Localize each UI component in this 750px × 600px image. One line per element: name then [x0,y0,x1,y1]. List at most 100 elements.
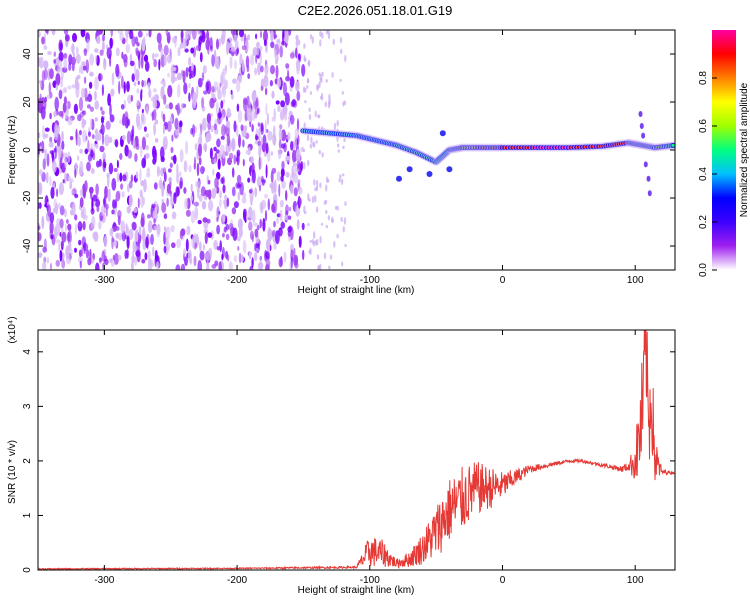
noise-blob [143,126,147,132]
noise-blob [132,240,137,253]
noise-blob [260,65,264,73]
noise-blob [51,150,54,160]
noise-blob [64,157,67,169]
noise-blob [42,261,47,270]
noise-blob [183,187,187,194]
noise-blob [265,264,270,270]
noise-blob [122,113,126,126]
noise-blob [213,239,218,250]
noise-blob [225,233,230,241]
snr-frame [37,329,676,571]
noise-blob [306,134,310,142]
noise-blob [188,57,192,66]
noise-blob [79,160,84,175]
noise-blob [38,56,41,67]
noise-blob [242,240,247,254]
noise-blob [308,250,311,254]
noise-blob [243,129,247,137]
noise-blob [194,242,197,249]
noise-blob [265,142,269,154]
noise-blob [272,133,277,146]
noise-blob [64,208,67,218]
colorbar-tick-label: 0.6 [698,119,709,133]
noise-blob [135,113,141,127]
noise-blob [255,33,258,40]
noise-blob [321,32,324,39]
noise-blob [190,210,195,224]
noise-blob [206,30,210,41]
noise-blob [131,73,135,83]
noise-blob [87,93,93,103]
noise-blob [137,80,140,85]
noise-blob [94,199,101,208]
noise-blob [323,200,327,205]
noise-blob [126,80,130,93]
noise-blob [147,82,151,90]
noise-blob [186,225,191,236]
noise-blob [246,64,250,73]
noise-blob [236,103,240,112]
noise-blob [102,33,105,42]
noise-blob [59,218,64,229]
noise-blob [250,156,254,164]
noise-blob [38,232,42,242]
noise-blob [49,212,55,223]
noise-blob [243,98,248,112]
noise-blob [233,201,239,209]
noise-blob [310,136,313,144]
noise-blob [344,54,347,63]
noise-blob [258,127,261,141]
noise-blob [79,260,82,269]
noise-blob [280,100,285,108]
noise-blob [59,205,65,216]
noise-blob [233,120,237,133]
noise-blob [235,49,239,57]
colorbar [712,30,736,270]
noise-blob [152,52,155,61]
noise-blob [220,34,225,45]
noise-blob [260,30,262,39]
noise-blob [343,217,347,225]
noise-blob [259,184,261,192]
noise-blob [207,179,211,185]
noise-blob [313,231,316,240]
noise-blob [263,30,268,43]
noise-blob [104,134,110,147]
noise-blob [122,134,126,141]
noise-blob [242,158,245,167]
noise-blob [251,257,254,268]
noise-blob [140,217,145,228]
noise-blob [260,85,264,92]
noise-blob [74,247,77,253]
noise-blob [130,134,134,146]
noise-blob [201,96,205,109]
noise-blob [126,235,130,249]
noise-blob [78,129,82,136]
noise-blob [213,158,217,165]
noise-blob [58,110,64,117]
noise-blob [123,81,126,94]
noise-blob [53,51,56,57]
noise-blob [94,100,99,110]
noise-blob [224,198,228,210]
noise-blob [67,223,72,231]
noise-blob [179,120,183,128]
noise-blob [205,251,211,261]
noise-blob [329,254,333,260]
noise-blob [279,199,284,208]
snr-series-line [38,330,675,570]
noise-blob [154,138,159,143]
colorbar-tick-label: 0.2 [698,215,709,229]
noise-blob [54,96,59,111]
noise-blob [320,222,324,226]
noise-blob [184,256,188,267]
noise-blob [142,36,146,46]
noise-blob [217,112,223,119]
noise-blob [331,72,334,78]
noise-blob [246,107,252,122]
noise-blob [316,254,320,260]
noise-blob [216,206,220,220]
noise-blob [295,41,298,49]
noise-blob [89,71,94,77]
noise-blob [82,243,89,252]
